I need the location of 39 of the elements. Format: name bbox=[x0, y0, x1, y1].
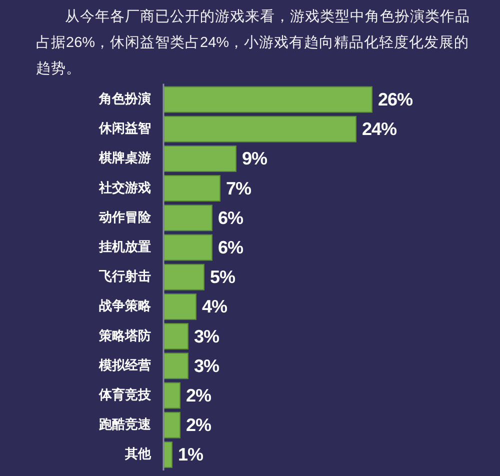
bar bbox=[164, 412, 180, 438]
data-label: 24% bbox=[362, 119, 398, 140]
y-tick-label: 棋牌桌游 bbox=[98, 150, 151, 166]
data-label: 3% bbox=[194, 356, 220, 376]
y-tick-label: 社交游戏 bbox=[98, 180, 151, 196]
y-tick-label: 挂机放置 bbox=[98, 240, 151, 255]
bar bbox=[164, 86, 372, 113]
data-label: 6% bbox=[218, 208, 244, 228]
y-tick-label: 战争策略 bbox=[99, 299, 152, 314]
bar bbox=[164, 352, 188, 380]
bar bbox=[164, 175, 220, 202]
y-tick-label: 其他 bbox=[124, 447, 152, 462]
data-label: 5% bbox=[210, 267, 236, 288]
data-label: 2% bbox=[186, 386, 212, 406]
data-label: 2% bbox=[186, 415, 212, 436]
data-label: 1% bbox=[178, 444, 204, 465]
y-tick-label: 体育竞技 bbox=[98, 387, 152, 403]
y-tick-label: 模拟经营 bbox=[98, 357, 151, 374]
y-tick-label: 休闲益智 bbox=[98, 122, 151, 137]
data-label: 4% bbox=[202, 296, 228, 317]
data-label: 26% bbox=[378, 90, 414, 110]
bar bbox=[164, 323, 188, 350]
data-label: 3% bbox=[194, 326, 220, 346]
bar bbox=[164, 382, 180, 409]
y-tick-label: 跑酷竞速 bbox=[98, 416, 152, 433]
bar bbox=[164, 293, 196, 320]
bar bbox=[164, 264, 204, 290]
bar bbox=[164, 116, 356, 142]
bar bbox=[164, 204, 212, 232]
y-tick-label: 角色扮演 bbox=[98, 91, 151, 107]
bar bbox=[164, 145, 236, 172]
data-label: 7% bbox=[226, 178, 252, 198]
data-label: 6% bbox=[218, 238, 244, 258]
chart-title: 从今年各厂商已公开的游戏来看，游戏类型中角色扮演类作品占据26%，休闲益智类占24%，小游戏有趋向精品化轻度化发展的趋势。 bbox=[36, 8, 471, 79]
bar bbox=[164, 234, 212, 261]
data-label: 9% bbox=[242, 148, 268, 169]
y-tick-label: 动作冒险 bbox=[98, 210, 152, 226]
y-tick-label: 飞行射击 bbox=[98, 270, 151, 285]
y-tick-label: 策略塔防 bbox=[98, 328, 151, 344]
